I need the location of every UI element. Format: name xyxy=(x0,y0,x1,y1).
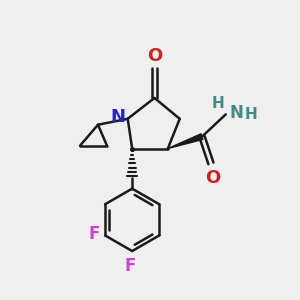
Text: F: F xyxy=(125,257,136,275)
Text: F: F xyxy=(88,225,100,243)
Text: H: H xyxy=(212,96,224,111)
Text: N: N xyxy=(230,104,243,122)
Text: H: H xyxy=(245,107,258,122)
Text: O: O xyxy=(147,47,162,65)
Text: O: O xyxy=(205,169,220,187)
Text: N: N xyxy=(110,108,125,126)
Polygon shape xyxy=(168,134,203,148)
